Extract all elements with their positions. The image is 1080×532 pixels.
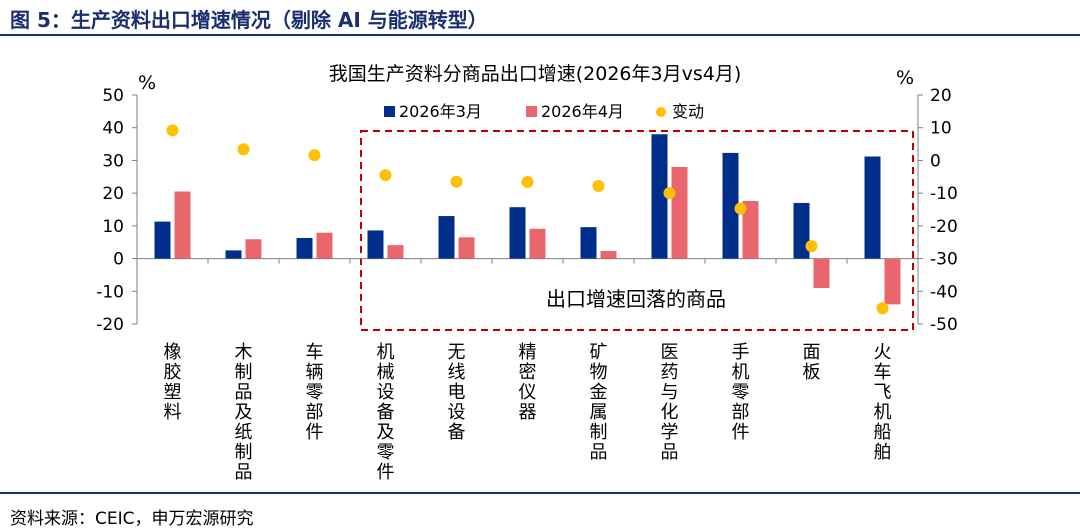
right-tick-label: 10 (930, 119, 952, 139)
bar-march-3 (367, 230, 384, 259)
bar-april-1 (245, 239, 262, 259)
bar-april-5 (529, 228, 546, 259)
legend-label-march: 2026年3月 (399, 102, 482, 121)
right-tick-label: -20 (930, 217, 958, 237)
left-axis-unit: % (138, 72, 156, 94)
right-tick-label: -40 (930, 282, 958, 302)
category-label-4: 无线电设备 (448, 342, 466, 443)
highlight-box (360, 130, 914, 331)
bar-april-3 (387, 245, 404, 259)
change-point-8 (734, 202, 747, 215)
legend-marker-change (656, 107, 666, 117)
category-label-1: 木制品及纸制品 (235, 342, 253, 483)
category-label-8: 手机零部件 (732, 342, 750, 443)
figure-title: 图 5：生产资料出口增速情况（剔除 AI 与能源转型） (10, 8, 488, 32)
legend-label-april: 2026年4月 (541, 102, 624, 121)
left-tick-label: 30 (102, 151, 124, 171)
bars (154, 134, 901, 305)
right-tick-label: 0 (930, 151, 941, 171)
change-point-10 (876, 302, 889, 315)
change-point-7 (663, 187, 676, 200)
category-label-6: 矿物金属制品 (590, 342, 608, 463)
change-point-4 (450, 175, 463, 188)
change-point-1 (237, 143, 250, 156)
right-tick-label: -10 (930, 184, 958, 204)
bar-march-10 (864, 156, 881, 259)
bar-april-7 (671, 166, 688, 259)
change-point-6 (592, 179, 605, 192)
bar-april-9 (813, 258, 830, 289)
bar-april-8 (742, 200, 759, 259)
change-point-5 (521, 176, 534, 189)
category-label-0: 橡胶塑料 (164, 342, 182, 423)
bar-april-10 (884, 258, 901, 305)
bar-march-8 (722, 152, 739, 259)
right-tick-label: -30 (930, 250, 958, 270)
change-point-2 (308, 149, 321, 162)
right-tick-label: -50 (930, 315, 958, 335)
chart-title: 我国生产资料分商品出口增速(2026年3月vs4月) (329, 63, 742, 85)
footer-rule (0, 492, 1080, 494)
category-label-7: 医药与化学品 (661, 342, 679, 463)
category-label-10: 火车飞机船舶 (874, 342, 892, 463)
bar-april-0 (174, 191, 191, 259)
category-label-5: 精密仪器 (519, 342, 537, 423)
left-tick-label: 40 (102, 119, 124, 139)
change-points (166, 124, 889, 315)
bar-april-2 (316, 232, 333, 259)
bar-march-6 (580, 227, 597, 259)
left-tick-label: 20 (102, 184, 124, 204)
change-point-3 (379, 169, 392, 182)
bar-march-5 (509, 207, 526, 259)
title-rule (0, 34, 1080, 36)
category-labels: 橡胶塑料 木制品及纸制品 车辆零部件 机械设备及零件 无线电设备 精密仪器 矿物金属制品 医药… (164, 342, 892, 483)
category-label-3: 机械设备及零件 (377, 342, 395, 483)
legend-swatch-march (384, 106, 395, 117)
change-point-0 (166, 124, 179, 137)
left-tick-label: -10 (96, 282, 124, 302)
bar-march-4 (438, 216, 455, 259)
source-note: 资料来源：CEIC，申万宏源研究 (10, 509, 254, 529)
left-tick-label: 10 (102, 217, 124, 237)
highlight-label: 出口增速回落的商品 (546, 287, 726, 311)
bar-april-4 (458, 237, 475, 259)
right-tick-label: 20 (930, 86, 952, 106)
bar-march-9 (793, 202, 810, 259)
category-label-9: 面板 (803, 342, 821, 383)
category-label-2: 车辆零部件 (306, 342, 324, 443)
left-tick-label: 0 (113, 250, 124, 270)
legend-swatch-april (526, 106, 537, 117)
right-axis-unit: % (896, 67, 914, 89)
legend: 2026年3月 2026年4月 变动 (384, 102, 704, 121)
bar-march-0 (154, 221, 171, 259)
bar-march-2 (296, 237, 313, 259)
legend-label-change: 变动 (672, 102, 704, 121)
bar-march-1 (225, 250, 242, 259)
axes: 50 40 30 20 10 0 -10 -20 20 10 0 -10 -20 -30 -40 -50 (96, 86, 958, 335)
change-point-9 (805, 240, 818, 253)
left-tick-label: 50 (102, 86, 124, 106)
left-tick-label: -20 (96, 315, 124, 335)
bar-april-6 (600, 251, 617, 259)
bar-march-7 (651, 134, 668, 259)
